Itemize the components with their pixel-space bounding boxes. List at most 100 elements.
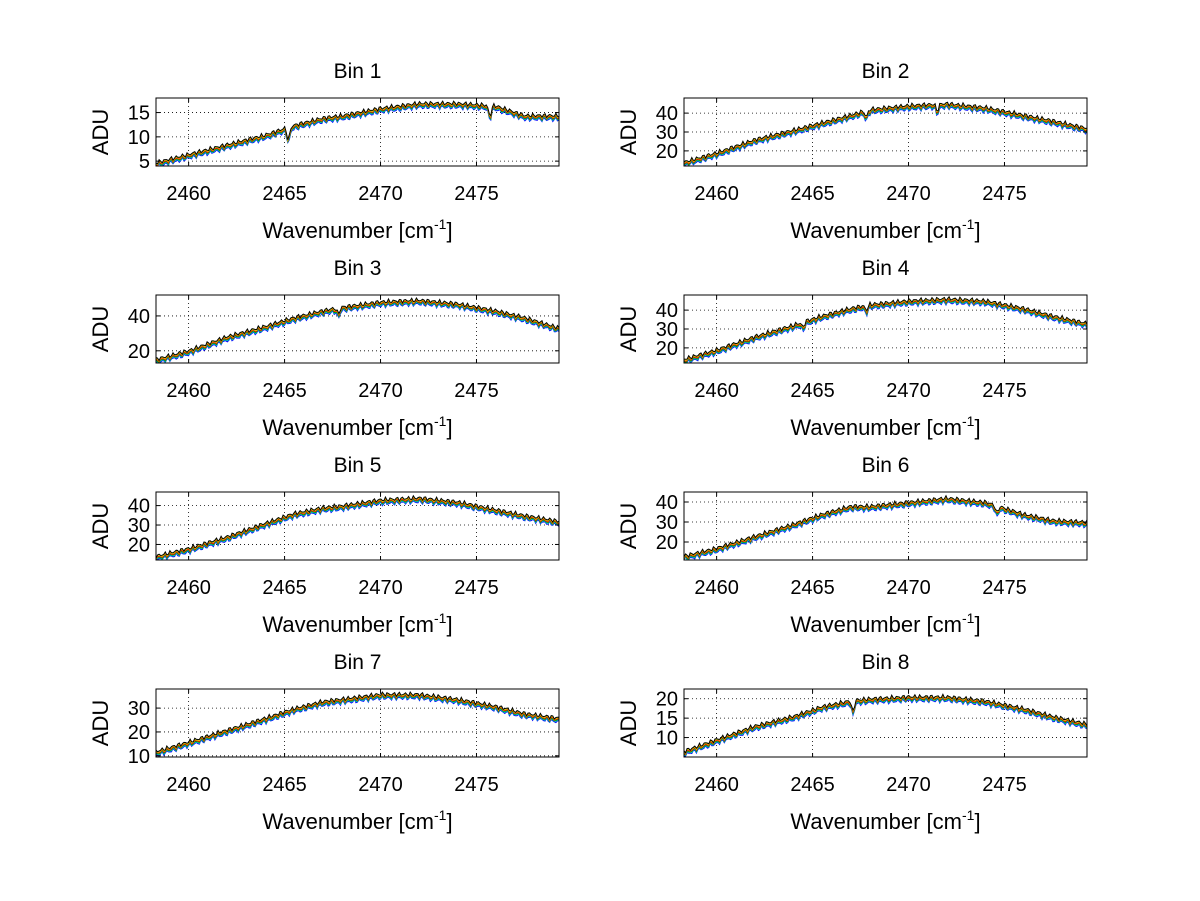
x-tick-label: 2465 [790,183,835,205]
spectrum-series-line [155,494,560,559]
subplot-title: Bin 6 [862,454,910,477]
subplot-title: Bin 2 [862,60,910,83]
x-tick-label: 2460 [166,577,211,599]
subplot-bin-3: 2460 2465 2470 2475 20 40 Bin 3 Wavenumber [c… [88,257,560,440]
x-tick-label: 2470 [886,183,931,205]
y-tick-label: 20 [128,722,150,744]
spectrum-series-line [155,100,560,165]
y-tick-label: 40 [656,492,678,514]
x-tick-label: 2475 [454,183,499,205]
axes-box [155,294,560,364]
axes-box [683,491,1088,561]
y-tick-label: 10 [128,127,150,149]
x-tick-label: 2465 [262,183,307,205]
y-tick-label: 5 [139,151,150,173]
y-tick-label: 30 [128,698,150,720]
y-tick-label: 20 [656,532,678,554]
y-axis-label: ADU [616,109,641,155]
y-axis-label: ADU [616,503,641,549]
y-tick-label: 40 [128,496,150,518]
y-tick-label: 15 [656,708,678,730]
spectrum-series-line [683,693,1088,754]
x-tick-label: 2470 [886,577,931,599]
spectrum-series-line [683,298,1088,364]
x-axis-label: Wavenumber [cm-1] [262,807,452,834]
y-tick-label: 30 [656,122,678,144]
subplot-title: Bin 7 [334,651,382,674]
x-tick-label: 2465 [262,774,307,796]
y-axis-label: ADU [88,503,113,549]
spectrum-series-line [683,103,1088,166]
subplot-title: Bin 4 [862,257,910,280]
axes-box [155,491,560,561]
x-tick-label: 2470 [358,183,403,205]
x-tick-label: 2470 [358,380,403,402]
x-tick-label: 2465 [790,577,835,599]
x-tick-label: 2470 [358,774,403,796]
axes-box [155,97,560,167]
x-tick-label: 2460 [694,577,739,599]
subplot-title: Bin 8 [862,651,910,674]
spectrum-series-line [683,102,1088,164]
x-tick-label: 2460 [694,774,739,796]
x-tick-label: 2470 [358,577,403,599]
y-axis-label: ADU [88,109,113,155]
y-tick-label: 10 [128,746,150,768]
spectrum-series-line [683,104,1088,167]
x-axis-label: Wavenumber [cm-1] [262,216,452,243]
y-tick-label: 20 [128,534,150,556]
y-tick-label: 15 [128,103,150,125]
x-tick-label: 2475 [982,577,1027,599]
spectrum-series-line [683,295,1088,360]
y-tick-label: 30 [656,319,678,341]
x-axis-label: Wavenumber [cm-1] [262,610,452,637]
x-tick-label: 2470 [886,380,931,402]
spectrum-series-line [683,103,1088,165]
x-tick-label: 2460 [166,774,211,796]
x-tick-label: 2465 [790,380,835,402]
y-tick-label: 20 [656,141,678,163]
y-tick-label: 20 [656,689,678,711]
x-tick-label: 2475 [454,577,499,599]
x-tick-label: 2475 [982,380,1027,402]
x-tick-label: 2465 [262,577,307,599]
y-axis-label: ADU [88,306,113,352]
y-tick-label: 40 [656,300,678,322]
spectrum-series-line [155,692,560,754]
subplot-title: Bin 1 [334,60,382,83]
spectrum-series-line [155,690,560,753]
y-tick-label: 30 [656,512,678,534]
x-axis-label: Wavenumber [cm-1] [262,413,452,440]
y-axis-label: ADU [88,700,113,746]
spectrum-series-line [155,296,560,362]
x-tick-label: 2475 [454,380,499,402]
x-tick-label: 2460 [694,380,739,402]
spectrum-series-line [683,104,1088,167]
y-tick-label: 20 [128,341,150,363]
x-tick-label: 2460 [166,183,211,205]
y-axis-label: ADU [616,700,641,746]
spectrum-series-line [683,101,1088,163]
x-tick-label: 2475 [982,183,1027,205]
y-tick-label: 30 [128,515,150,537]
x-tick-label: 2475 [454,774,499,796]
x-axis-label: Wavenumber [cm-1] [790,610,980,637]
spectrum-series-line [155,693,560,755]
x-tick-label: 2460 [166,380,211,402]
x-axis-label: Wavenumber [cm-1] [790,807,980,834]
y-tick-label: 40 [128,306,150,328]
y-tick-label: 40 [656,103,678,125]
x-tick-label: 2465 [262,380,307,402]
x-axis-label: Wavenumber [cm-1] [790,413,980,440]
x-tick-label: 2465 [790,774,835,796]
x-tick-label: 2470 [886,774,931,796]
x-axis-label: Wavenumber [cm-1] [790,216,980,243]
axes-box [683,688,1088,758]
spectrum-series-line [683,494,1088,558]
